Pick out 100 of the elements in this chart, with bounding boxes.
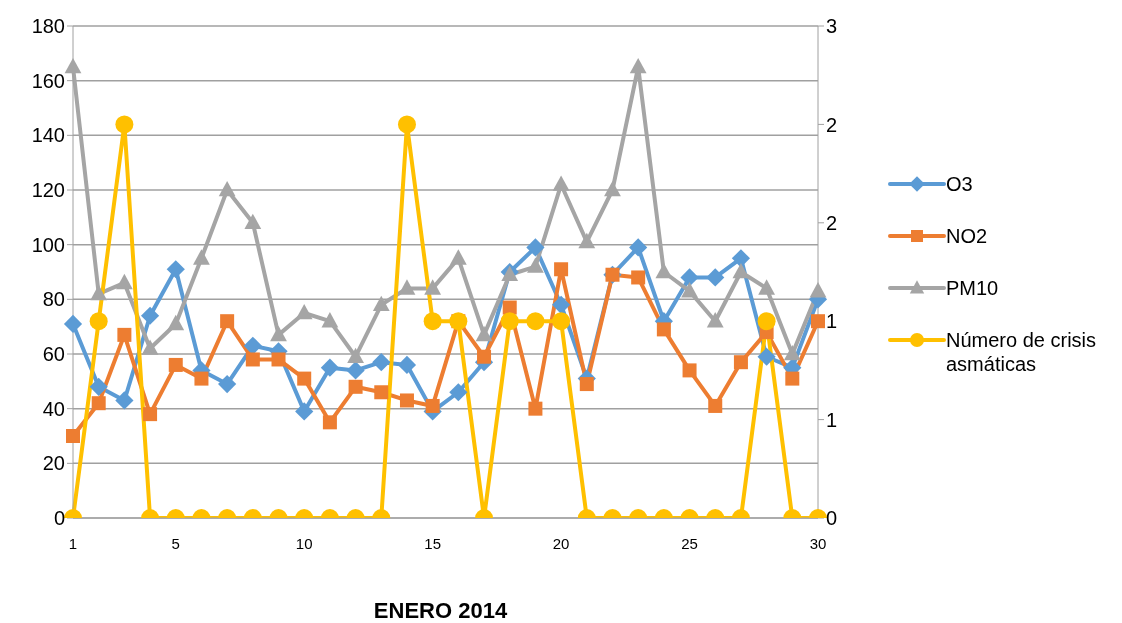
point (706, 268, 725, 287)
point (322, 415, 337, 430)
point (554, 262, 569, 277)
point (527, 257, 544, 273)
point (270, 325, 287, 342)
point (398, 279, 416, 295)
point (91, 396, 106, 411)
point (141, 339, 159, 355)
point (731, 249, 751, 268)
y-tick-label: 120 (31, 179, 65, 202)
point (194, 371, 209, 386)
point (295, 402, 314, 421)
point (115, 273, 133, 290)
x-axis-title: ENERO 2014 (372, 598, 509, 623)
point (579, 377, 594, 392)
y-tick-label: 140 (31, 124, 65, 147)
point (424, 279, 442, 295)
point (295, 303, 313, 320)
point (220, 314, 235, 329)
point (297, 371, 312, 386)
y2-tick-label: 2 (826, 211, 838, 234)
point (243, 336, 262, 355)
point (475, 325, 493, 342)
y2-tick-label: 0 (826, 507, 838, 530)
point (117, 327, 132, 342)
point (320, 358, 339, 377)
point (397, 355, 417, 375)
point (63, 314, 83, 334)
y-tick-label: 0 (53, 507, 65, 530)
point (271, 352, 286, 367)
point (244, 213, 262, 230)
point (348, 379, 363, 394)
point (604, 180, 621, 197)
point (245, 352, 260, 367)
point (477, 349, 492, 364)
x-tick-label: 10 (295, 534, 313, 552)
y-tick-label: 60 (42, 343, 65, 366)
y-tick-label: 40 (42, 397, 65, 420)
y2-tick-label: 1 (826, 310, 838, 333)
point (757, 347, 776, 366)
y-tick-label: 160 (31, 69, 65, 92)
x-tick-label: 1 (68, 534, 78, 552)
point (809, 282, 827, 298)
point (733, 355, 748, 370)
point (374, 385, 389, 400)
point (680, 268, 699, 287)
point (732, 262, 750, 279)
point (552, 175, 570, 191)
point (708, 398, 723, 413)
point (528, 401, 543, 416)
point (346, 361, 365, 380)
x-tick-label: 5 (171, 534, 180, 552)
point (681, 282, 698, 298)
y2-tick-label: 1 (826, 408, 838, 431)
point (372, 295, 390, 312)
legend-label: O3 (946, 172, 973, 196)
y-tick-label: 180 (31, 15, 65, 38)
point (218, 374, 237, 394)
y-tick-label: 20 (42, 452, 65, 475)
x-tick-label: 25 (681, 534, 698, 552)
point (449, 383, 468, 402)
point (115, 391, 134, 410)
point (166, 260, 185, 279)
point (66, 429, 80, 443)
y-tick-label: 100 (31, 233, 65, 256)
point (64, 57, 82, 74)
point (143, 407, 158, 422)
point (89, 377, 108, 396)
point (140, 306, 160, 325)
point (629, 238, 648, 257)
point (629, 57, 647, 74)
x-tick-label: 30 (809, 534, 827, 552)
point (526, 238, 545, 257)
point (785, 371, 800, 386)
legend-label: NO2 (946, 224, 988, 248)
point (425, 398, 440, 413)
point (552, 295, 571, 314)
point (811, 314, 825, 329)
point (372, 353, 391, 372)
point (783, 344, 801, 361)
point (90, 284, 108, 301)
point (347, 347, 364, 364)
point (449, 249, 467, 265)
point (682, 363, 697, 378)
x-tick-label: 15 (424, 534, 441, 552)
point (656, 322, 671, 337)
legend-label: Número de crisis asmáticas (946, 328, 1098, 376)
point (321, 312, 339, 328)
point (399, 393, 414, 408)
point (578, 232, 596, 249)
y-tick-label: 80 (42, 288, 65, 311)
point (631, 270, 646, 285)
point (193, 249, 210, 265)
y2-tick-label: 3 (826, 15, 838, 38)
point (758, 279, 776, 295)
x-tick-label: 20 (552, 534, 570, 552)
y2-tick-label: 2 (826, 113, 838, 136)
point (167, 314, 185, 331)
point (218, 180, 236, 197)
point (706, 312, 724, 328)
